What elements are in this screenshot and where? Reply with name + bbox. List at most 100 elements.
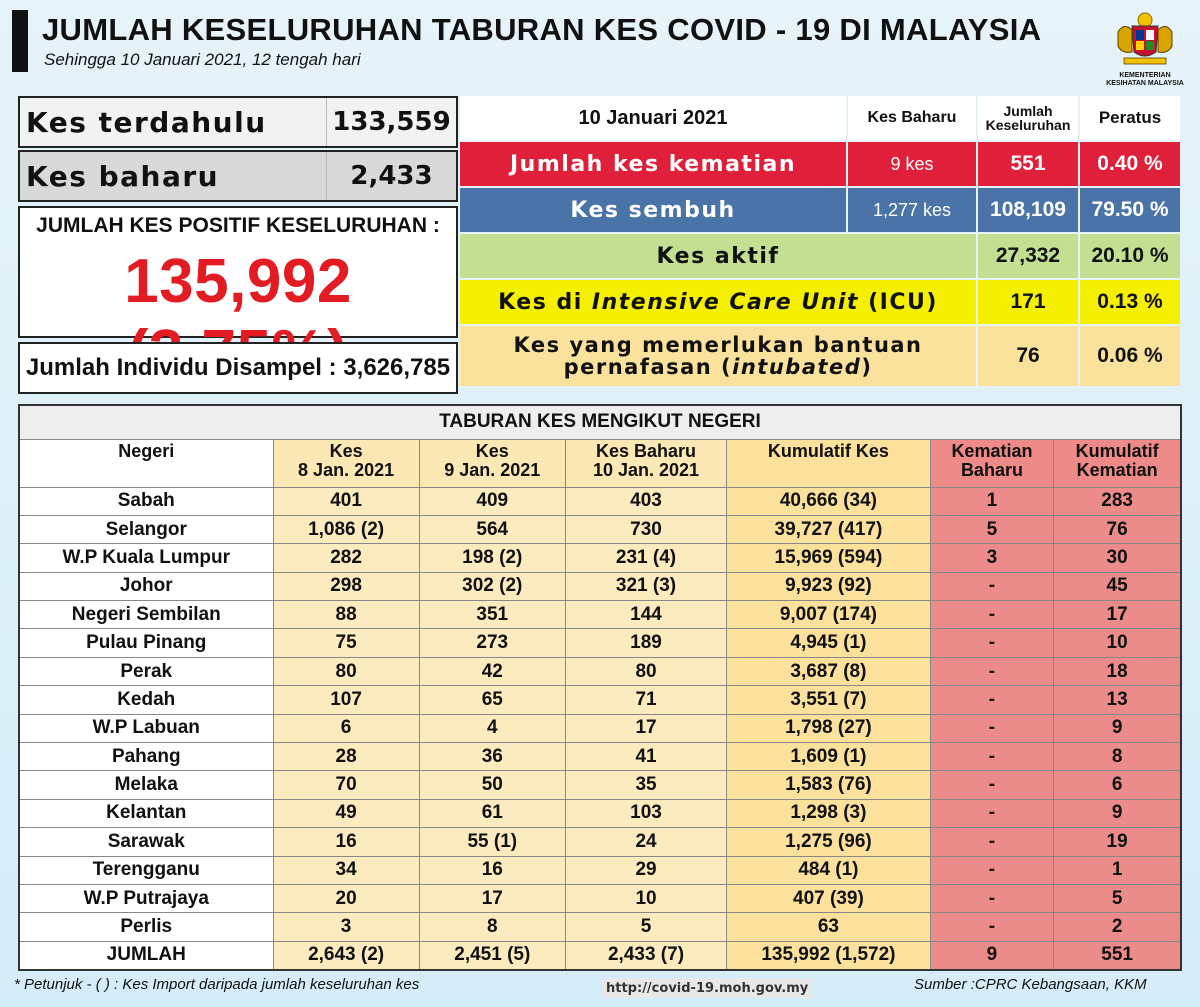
state-name-cell: JUMLAH xyxy=(18,940,274,971)
table-cell: 1,086 (2) xyxy=(272,514,420,545)
table-cell: 17 xyxy=(1053,600,1182,630)
summary-header-new: Kes Baharu xyxy=(848,96,978,140)
death-pct: 0.40 % xyxy=(1097,152,1163,175)
table-cell: 30 xyxy=(1053,543,1182,573)
table-cell: 18 xyxy=(1053,656,1182,687)
table-cell: 63 xyxy=(726,912,931,942)
table-cell: 107 xyxy=(272,685,420,715)
death-total: 551 xyxy=(1010,152,1046,175)
table-cell: 407 (39) xyxy=(726,883,931,914)
website-url[interactable]: http://covid-19.moh.gov.my xyxy=(602,979,813,998)
table-cell: 88 xyxy=(272,600,420,630)
table-cell: 4,945 (1) xyxy=(726,628,931,658)
table-cell: 5 xyxy=(929,514,1055,545)
table-cell: 564 xyxy=(418,514,566,545)
active-total: 27,332 xyxy=(995,244,1061,267)
table-cell: - xyxy=(929,798,1055,829)
table-cell: 2,451 (5) xyxy=(418,940,566,971)
column-header: Kumulatif Kematian xyxy=(1053,438,1182,488)
table-cell: 409 xyxy=(418,486,566,516)
table-cell: 2,643 (2) xyxy=(272,940,420,971)
table-cell: 401 xyxy=(272,486,420,516)
table-row: W.P Putrajaya 20 17 10 407 (39) -5 xyxy=(18,883,1182,914)
table-cell: 5 xyxy=(564,912,728,942)
state-name-cell: W.P Kuala Lumpur xyxy=(18,543,274,573)
table-cell: 19 xyxy=(1053,827,1182,857)
table-cell: - xyxy=(929,770,1055,800)
active-pct: 20.10 % xyxy=(1091,244,1169,267)
table-cell: 76 xyxy=(1053,514,1182,545)
table-cell: 28 xyxy=(272,742,420,772)
table-cell: - xyxy=(929,713,1055,744)
table-cell: 189 xyxy=(564,628,728,658)
table-cell: 484 (1) xyxy=(726,855,931,885)
table-cell: 273 xyxy=(418,628,566,658)
table-cell: 282 xyxy=(272,543,420,573)
intubated-pct: 0.06 % xyxy=(1097,344,1163,367)
title-accent-bar xyxy=(12,10,28,72)
state-name-cell: Melaka xyxy=(18,770,274,800)
intubated-total: 76 xyxy=(1016,344,1040,367)
intubated-label: Kes yang memerlukan bantuan pernafasan (i… xyxy=(513,333,923,379)
table-row: Pulau Pinang 75 273 189 4,945 (1) -10 xyxy=(18,628,1182,658)
previous-cases-label: Kes terdahulu xyxy=(26,105,267,139)
recovered-pct: 79.50 % xyxy=(1091,198,1169,221)
table-cell: 65 xyxy=(418,685,566,715)
summary-header-pct: Peratus xyxy=(1098,108,1162,127)
state-name-cell: Kelantan xyxy=(18,798,274,829)
table-cell: 231 (4) xyxy=(564,543,728,573)
table-row: Kedah 107 65 71 3,551 (7) -13 xyxy=(18,685,1182,715)
table-cell: 2,433 (7) xyxy=(564,940,728,971)
table-row: Perak 80 42 80 3,687 (8) -18 xyxy=(18,656,1182,687)
state-name-cell: Johor xyxy=(18,571,274,602)
table-cell: 144 xyxy=(564,600,728,630)
table-cell: 9,007 (174) xyxy=(726,600,931,630)
new-cases-value: 2,433 xyxy=(326,152,456,200)
state-name-cell: Sarawak xyxy=(18,827,274,857)
table-cell: 80 xyxy=(564,656,728,687)
table-cell: 24 xyxy=(564,827,728,857)
table-caption: TABURAN KES MENGIKUT NEGERI xyxy=(18,404,1182,440)
summary-header: 10 Januari 2021 Kes Baharu Jumlah Keselu… xyxy=(460,96,1180,142)
state-name-cell: W.P Putrajaya xyxy=(18,883,274,914)
state-cases-table: TABURAN KES MENGIKUT NEGERI Negeri Kes 8 … xyxy=(18,404,1182,971)
total-positive-box: JUMLAH KES POSITIF KESELURUHAN : 135,992… xyxy=(18,206,458,387)
new-cases-box: Kes baharu 2,433 xyxy=(18,150,458,202)
state-name-cell: Perak xyxy=(18,656,274,687)
table-cell: 42 xyxy=(418,656,566,687)
table-cell: - xyxy=(929,827,1055,857)
table-row: W.P Labuan 6 4 17 1,798 (27) -9 xyxy=(18,713,1182,744)
table-cell: 135,992 (1,572) xyxy=(726,940,931,971)
table-cell: - xyxy=(929,685,1055,715)
table-cell: 49 xyxy=(272,798,420,829)
death-label: Jumlah kes kematian xyxy=(510,151,796,177)
state-name-cell: Sabah xyxy=(18,486,274,516)
icu-total: 171 xyxy=(1010,290,1046,313)
table-total-row: JUMLAH 2,643 (2) 2,451 (5) 2,433 (7) 135,992… xyxy=(18,940,1182,971)
table-cell: 1,609 (1) xyxy=(726,742,931,772)
table-cell: 9 xyxy=(929,940,1055,971)
table-cell: 10 xyxy=(564,883,728,914)
page-title: JUMLAH KESELURUHAN TABURAN KES COVID - 1… xyxy=(42,12,1042,47)
table-cell: 3,687 (8) xyxy=(726,656,931,687)
table-cell: 55 (1) xyxy=(418,827,566,857)
table-cell: - xyxy=(929,912,1055,942)
crest-label: KEMENTERIAN KESIHATAN MALAYSIA xyxy=(1106,72,1184,87)
table-row: Terengganu 34 16 29 484 (1) -1 xyxy=(18,855,1182,885)
icu-label: Kes di Intensive Care Unit (ICU) xyxy=(498,289,938,315)
table-cell: 16 xyxy=(272,827,420,857)
table-cell: - xyxy=(929,628,1055,658)
table-cell: 17 xyxy=(418,883,566,914)
table-row: Kelantan 49 61 103 1,298 (3) -9 xyxy=(18,798,1182,829)
column-header: Kumulatif Kes xyxy=(726,438,931,488)
table-cell: 17 xyxy=(564,713,728,744)
table-cell: 34 xyxy=(272,855,420,885)
table-cell: 41 xyxy=(564,742,728,772)
table-row: Pahang 28 36 41 1,609 (1) -8 xyxy=(18,742,1182,772)
column-header: Negeri xyxy=(18,438,274,488)
column-header: Kes 8 Jan. 2021 xyxy=(272,438,420,488)
table-cell: 6 xyxy=(1053,770,1182,800)
table-cell: 39,727 (417) xyxy=(726,514,931,545)
page-subtitle: Sehingga 10 Januari 2021, 12 tengah hari xyxy=(44,50,361,69)
state-name-cell: Selangor xyxy=(18,514,274,545)
